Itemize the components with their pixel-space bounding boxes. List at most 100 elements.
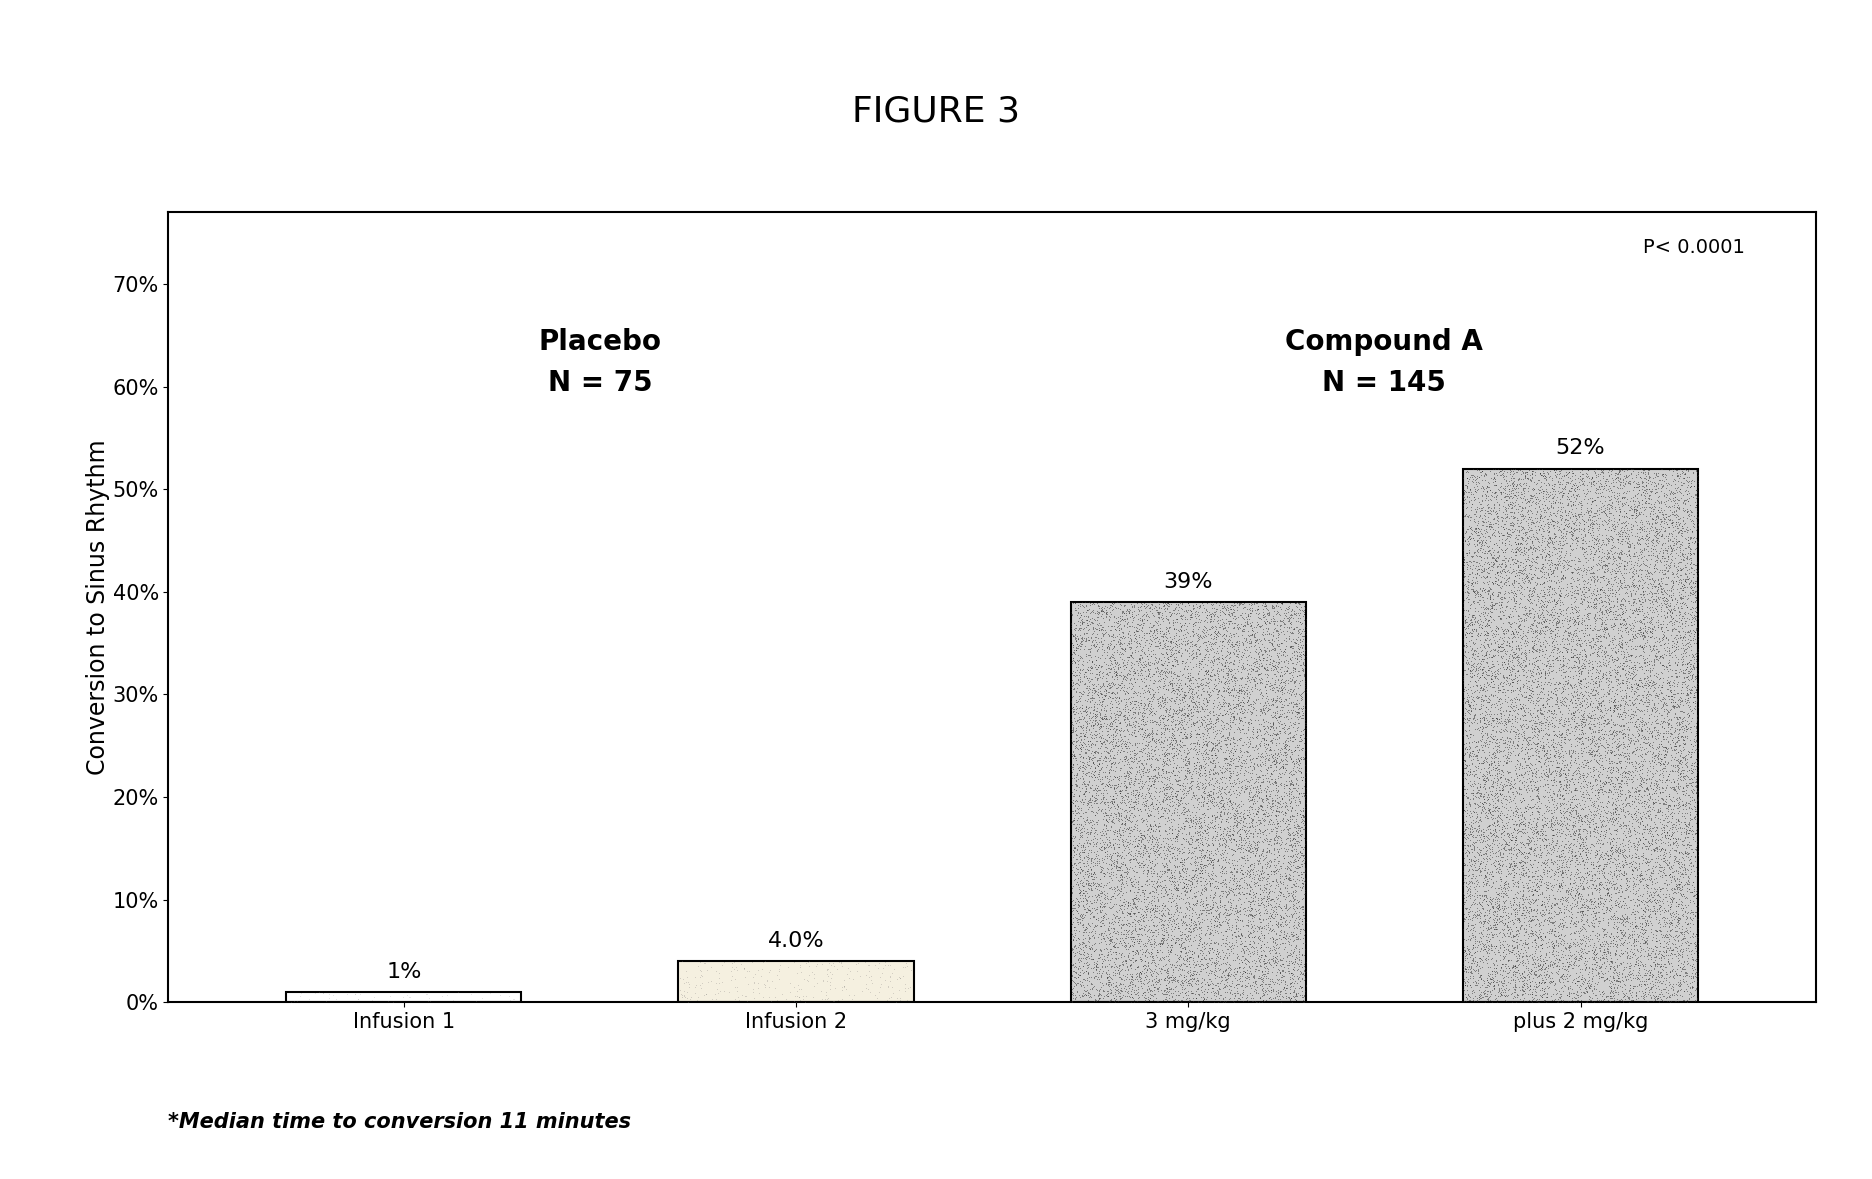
Point xyxy=(1239,918,1269,937)
Point xyxy=(1222,601,1252,620)
Point xyxy=(1093,955,1123,974)
Point xyxy=(1067,916,1097,935)
Point xyxy=(1286,749,1316,768)
Point xyxy=(1144,897,1174,916)
Point xyxy=(1471,729,1501,747)
Point xyxy=(1189,757,1219,776)
Point xyxy=(1531,993,1561,1012)
Point xyxy=(1458,780,1488,799)
Point xyxy=(1108,633,1138,652)
Point xyxy=(1104,798,1134,817)
Point xyxy=(1572,597,1602,615)
Point xyxy=(1200,956,1230,975)
Point xyxy=(1569,539,1599,558)
Point xyxy=(1267,593,1297,612)
Point xyxy=(1499,648,1529,667)
Point xyxy=(1185,908,1215,927)
Point xyxy=(1151,981,1181,1000)
Point xyxy=(1578,644,1608,663)
Point xyxy=(1189,624,1219,643)
Point xyxy=(1610,933,1640,951)
Point xyxy=(1151,907,1181,926)
Point xyxy=(1546,548,1576,567)
Point xyxy=(1449,487,1479,506)
Point xyxy=(1501,957,1531,976)
Point xyxy=(1498,983,1528,1002)
Point xyxy=(1623,784,1653,803)
Point xyxy=(1571,836,1601,855)
Point xyxy=(1097,847,1127,865)
Point xyxy=(1071,624,1101,643)
Point xyxy=(1466,598,1496,617)
Point xyxy=(1058,648,1088,667)
Point xyxy=(1206,897,1236,916)
Point xyxy=(1610,610,1640,628)
Point xyxy=(1271,803,1301,822)
Point xyxy=(1528,696,1558,714)
Point xyxy=(1554,851,1584,870)
Point xyxy=(1232,750,1262,769)
Point xyxy=(1093,987,1123,1006)
Point xyxy=(1668,667,1698,686)
Point xyxy=(1651,479,1681,498)
Point xyxy=(1226,704,1256,723)
Point xyxy=(1640,652,1670,671)
Point xyxy=(1067,736,1097,755)
Point xyxy=(1234,941,1264,960)
Point xyxy=(1239,595,1269,614)
Point xyxy=(1200,810,1230,829)
Point xyxy=(1473,598,1503,617)
Point xyxy=(1567,895,1597,914)
Point xyxy=(1249,719,1279,738)
Point xyxy=(1451,821,1481,839)
Point xyxy=(1185,921,1215,940)
Point xyxy=(1451,759,1481,778)
Point xyxy=(1488,955,1518,974)
Point xyxy=(1191,828,1221,847)
Point xyxy=(1681,936,1711,955)
Point xyxy=(1280,876,1310,895)
Point xyxy=(1479,796,1509,815)
Point xyxy=(1213,790,1243,809)
Point xyxy=(1451,930,1481,949)
Point xyxy=(1241,782,1271,801)
Point xyxy=(1481,667,1511,686)
Point xyxy=(1666,987,1696,1006)
Point xyxy=(1155,735,1185,753)
Point xyxy=(1602,977,1632,996)
Point xyxy=(1533,592,1563,611)
Point xyxy=(1582,742,1612,760)
Point xyxy=(1151,625,1181,644)
Point xyxy=(1468,588,1498,607)
Point xyxy=(1488,677,1518,696)
Point xyxy=(1619,834,1649,852)
Point xyxy=(1649,942,1679,961)
Point xyxy=(1226,926,1256,944)
Point xyxy=(1136,722,1166,740)
Point xyxy=(1262,659,1292,678)
Point xyxy=(1672,824,1702,843)
Point xyxy=(1672,992,1702,1010)
Point xyxy=(1119,883,1149,902)
Point xyxy=(1449,712,1479,731)
Point xyxy=(1211,727,1241,746)
Point xyxy=(1617,864,1647,883)
Point xyxy=(1247,889,1277,908)
Point xyxy=(1453,976,1483,995)
Point xyxy=(1082,620,1112,639)
Point xyxy=(1484,712,1514,731)
Point xyxy=(1449,951,1479,970)
Point xyxy=(1608,488,1638,507)
Point xyxy=(1163,790,1192,809)
Point xyxy=(1076,864,1106,883)
Point xyxy=(1657,907,1687,926)
Point xyxy=(1151,644,1181,663)
Point xyxy=(1470,857,1499,876)
Point xyxy=(1082,658,1112,677)
Point xyxy=(1488,518,1518,536)
Point xyxy=(1237,612,1267,631)
Point xyxy=(1494,526,1524,545)
Point xyxy=(1093,964,1123,983)
Point xyxy=(1475,890,1505,909)
Point xyxy=(1163,740,1192,759)
